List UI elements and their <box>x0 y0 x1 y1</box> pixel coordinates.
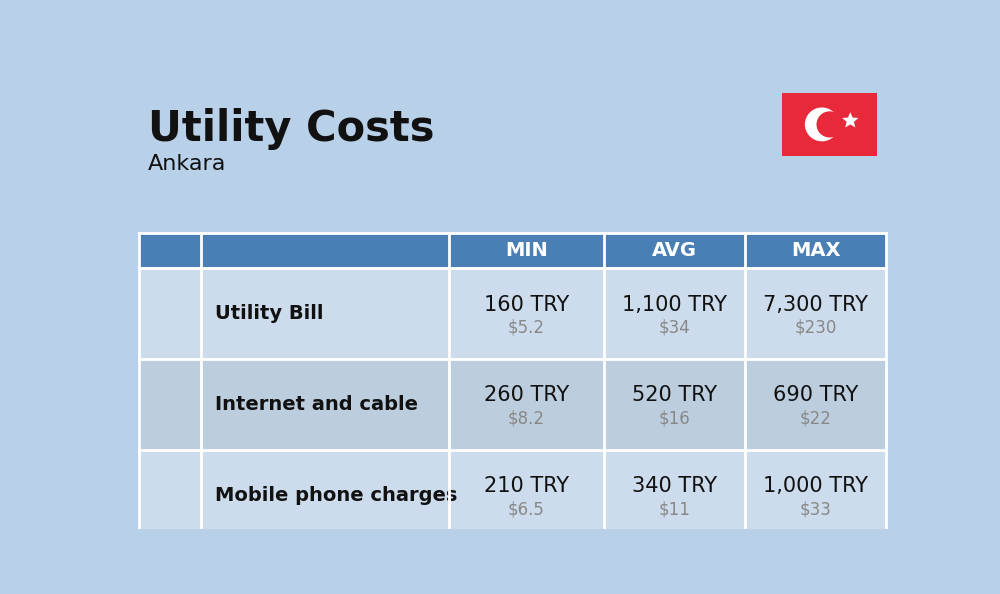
Text: $230: $230 <box>794 319 837 337</box>
Text: Utility Bill: Utility Bill <box>215 304 323 323</box>
Circle shape <box>816 111 843 137</box>
Text: Ankara: Ankara <box>148 154 227 175</box>
Bar <box>139 233 886 268</box>
Text: 690 TRY: 690 TRY <box>773 386 858 406</box>
Text: 1,000 TRY: 1,000 TRY <box>763 476 868 497</box>
Text: 210 TRY: 210 TRY <box>484 476 569 497</box>
Text: $5.2: $5.2 <box>508 319 545 337</box>
Text: 260 TRY: 260 TRY <box>484 386 569 406</box>
Text: Utility Costs: Utility Costs <box>148 108 435 150</box>
Text: $16: $16 <box>659 409 690 428</box>
Text: $34: $34 <box>659 319 690 337</box>
Text: $11: $11 <box>659 500 690 519</box>
Text: $6.5: $6.5 <box>508 500 545 519</box>
Bar <box>139 450 886 541</box>
Text: 520 TRY: 520 TRY <box>632 386 717 406</box>
Text: 7,300 TRY: 7,300 TRY <box>763 295 868 315</box>
Text: MAX: MAX <box>791 241 840 260</box>
Text: AVG: AVG <box>652 241 697 260</box>
Text: 1,100 TRY: 1,100 TRY <box>622 295 727 315</box>
Text: MIN: MIN <box>505 241 548 260</box>
Text: 340 TRY: 340 TRY <box>632 476 717 497</box>
Text: 160 TRY: 160 TRY <box>484 295 569 315</box>
Text: Mobile phone charges: Mobile phone charges <box>215 486 457 505</box>
Text: $33: $33 <box>800 500 831 519</box>
Text: $22: $22 <box>800 409 831 428</box>
Bar <box>782 93 877 156</box>
Bar <box>139 268 886 359</box>
Text: Internet and cable: Internet and cable <box>215 395 418 414</box>
Circle shape <box>805 108 839 141</box>
Text: $8.2: $8.2 <box>508 409 545 428</box>
Bar <box>139 359 886 450</box>
Polygon shape <box>842 112 858 128</box>
